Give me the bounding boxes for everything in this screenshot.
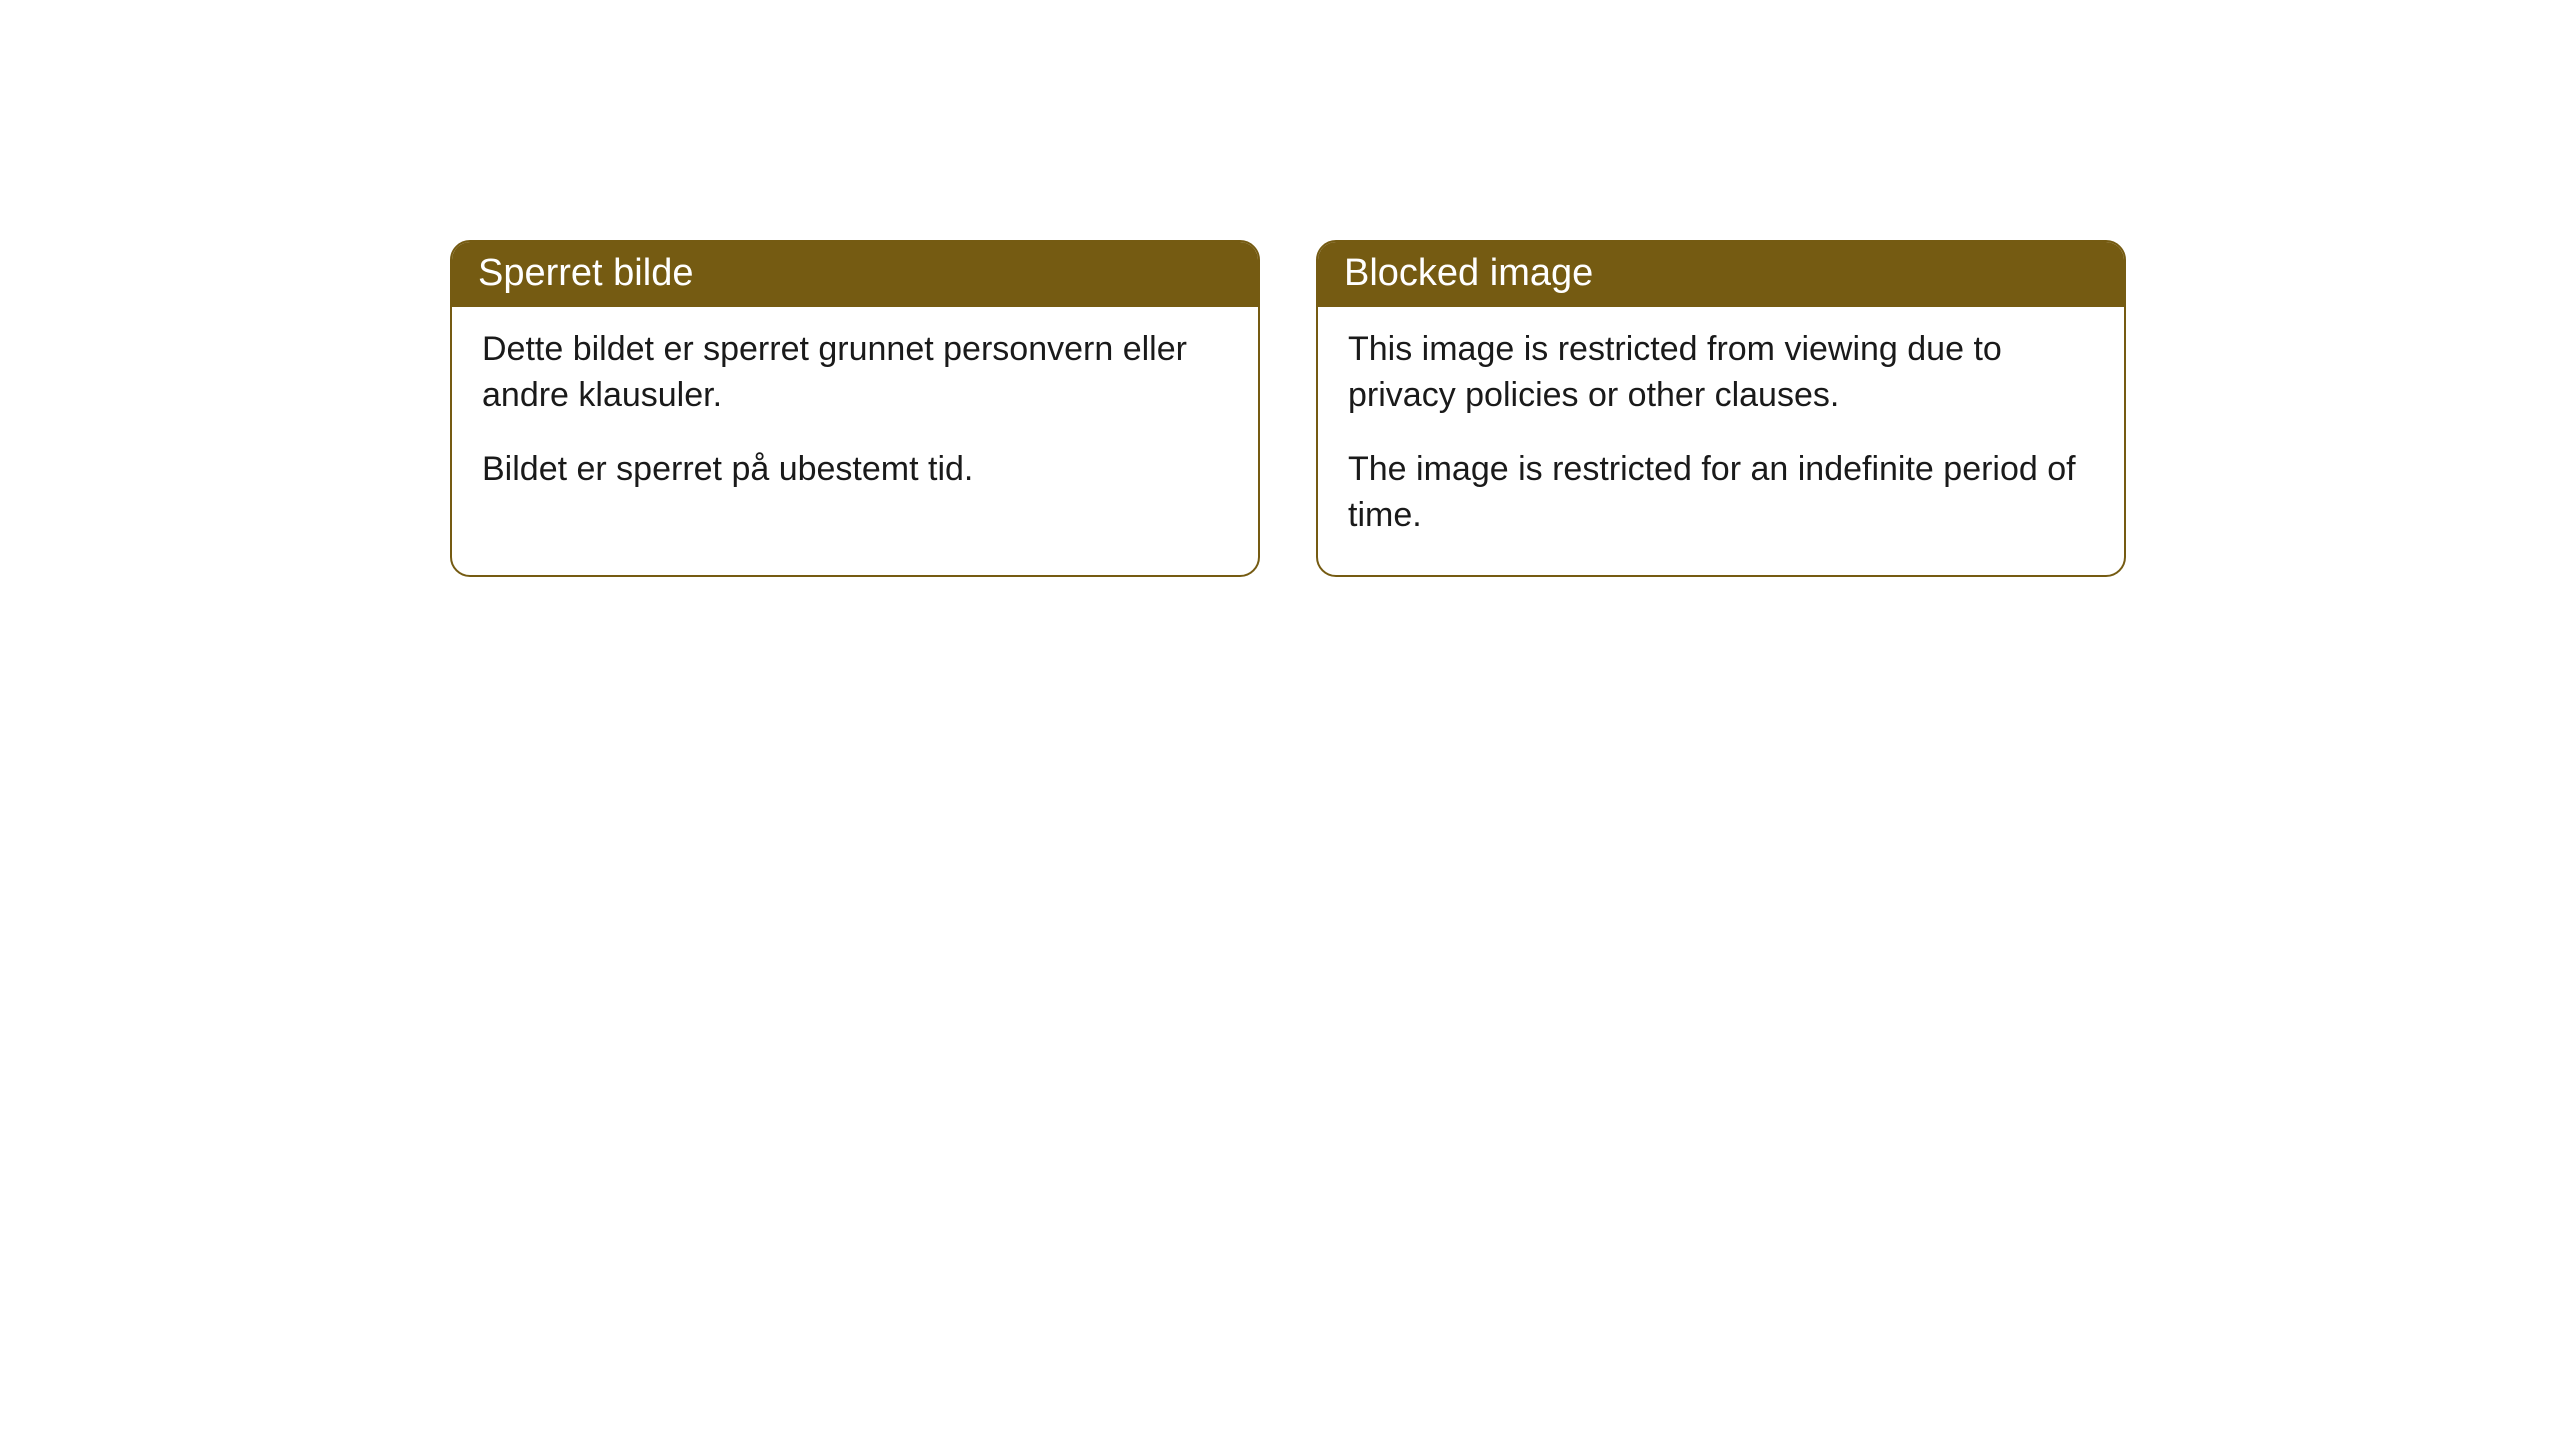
card-body-english: This image is restricted from viewing du…: [1318, 307, 2124, 575]
notice-card-english: Blocked image This image is restricted f…: [1316, 240, 2126, 577]
card-paragraph: Bildet er sperret på ubestemt tid.: [482, 447, 1228, 493]
card-paragraph: This image is restricted from viewing du…: [1348, 327, 2094, 419]
card-body-norwegian: Dette bildet er sperret grunnet personve…: [452, 307, 1258, 529]
notice-card-norwegian: Sperret bilde Dette bildet er sperret gr…: [450, 240, 1260, 577]
card-title-norwegian: Sperret bilde: [452, 242, 1258, 307]
card-title-english: Blocked image: [1318, 242, 2124, 307]
card-paragraph: Dette bildet er sperret grunnet personve…: [482, 327, 1228, 419]
notice-cards-container: Sperret bilde Dette bildet er sperret gr…: [450, 240, 2126, 577]
card-paragraph: The image is restricted for an indefinit…: [1348, 447, 2094, 539]
